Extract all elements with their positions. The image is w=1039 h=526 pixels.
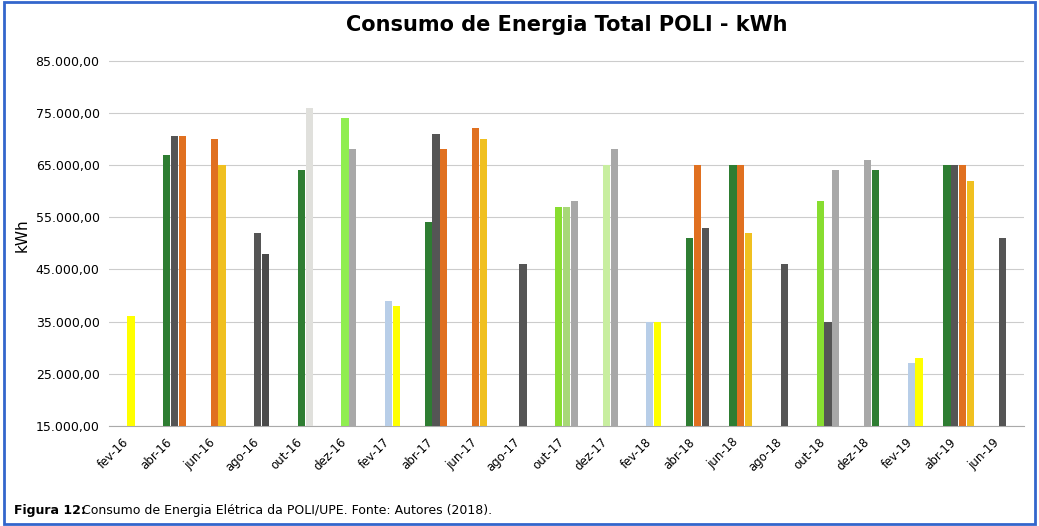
Bar — [163, 155, 170, 426]
Bar — [951, 165, 958, 426]
Bar — [603, 165, 610, 426]
Bar — [255, 233, 262, 426]
Bar — [745, 233, 752, 426]
Bar — [211, 139, 218, 426]
Bar — [128, 316, 135, 426]
Bar — [305, 107, 313, 426]
Bar — [967, 180, 974, 426]
Bar — [262, 254, 269, 426]
Bar — [686, 238, 693, 426]
Bar — [729, 165, 737, 426]
Bar — [349, 149, 356, 426]
Bar — [998, 238, 1006, 426]
Bar — [908, 363, 914, 426]
Bar — [555, 207, 562, 426]
Y-axis label: kWh: kWh — [15, 219, 30, 252]
Bar — [817, 201, 824, 426]
Bar — [393, 306, 400, 426]
Bar — [384, 301, 392, 426]
Bar — [441, 149, 448, 426]
Bar — [781, 264, 788, 426]
Bar — [864, 160, 872, 426]
Bar — [959, 165, 966, 426]
Bar — [171, 136, 179, 426]
Bar — [570, 201, 578, 426]
Bar — [824, 321, 831, 426]
Bar — [298, 170, 305, 426]
Text: Consumo de Energia Elétrica da POLI/UPE. Fonte: Autores (2018).: Consumo de Energia Elétrica da POLI/UPE.… — [78, 503, 492, 517]
Bar — [701, 228, 709, 426]
Bar — [218, 165, 225, 426]
Bar — [563, 207, 570, 426]
Bar — [943, 165, 951, 426]
Bar — [432, 134, 439, 426]
Bar — [646, 321, 654, 426]
Bar — [179, 136, 186, 426]
Bar — [520, 264, 527, 426]
Bar — [655, 321, 661, 426]
Bar — [738, 165, 745, 426]
Bar — [342, 118, 348, 426]
Bar — [611, 149, 618, 426]
Bar — [872, 170, 879, 426]
Bar — [472, 128, 479, 426]
Text: Figura 12:: Figura 12: — [14, 503, 85, 517]
Bar — [480, 139, 487, 426]
Bar — [425, 222, 432, 426]
Bar — [694, 165, 701, 426]
Bar — [832, 170, 840, 426]
Bar — [915, 358, 923, 426]
Title: Consumo de Energia Total POLI - kWh: Consumo de Energia Total POLI - kWh — [346, 15, 788, 35]
